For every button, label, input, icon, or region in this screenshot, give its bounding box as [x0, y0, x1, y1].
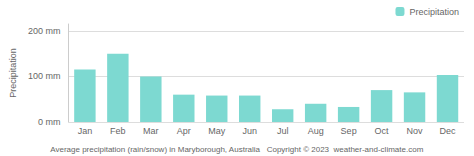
svg-text:Dec: Dec [440, 126, 457, 136]
svg-text:May: May [208, 126, 226, 136]
svg-text:Precipitation: Precipitation [409, 7, 459, 17]
svg-text:Precipitation: Precipitation [8, 48, 18, 98]
svg-text:Apr: Apr [177, 126, 191, 136]
svg-text:Average precipitation (rain/sn: Average precipitation (rain/snow) in Mar… [50, 145, 423, 154]
svg-text:Jul: Jul [277, 126, 289, 136]
svg-text:Jun: Jun [242, 126, 257, 136]
svg-text:100 mm: 100 mm [28, 71, 61, 81]
svg-text:Aug: Aug [308, 126, 324, 136]
svg-text:Oct: Oct [375, 126, 390, 136]
svg-text:Feb: Feb [110, 126, 126, 136]
svg-text:Sep: Sep [341, 126, 357, 136]
svg-text:0 mm: 0 mm [38, 117, 61, 127]
svg-text:200 mm: 200 mm [28, 26, 61, 36]
svg-text:Mar: Mar [143, 126, 159, 136]
svg-text:Jan: Jan [78, 126, 93, 136]
svg-text:Nov: Nov [407, 126, 424, 136]
